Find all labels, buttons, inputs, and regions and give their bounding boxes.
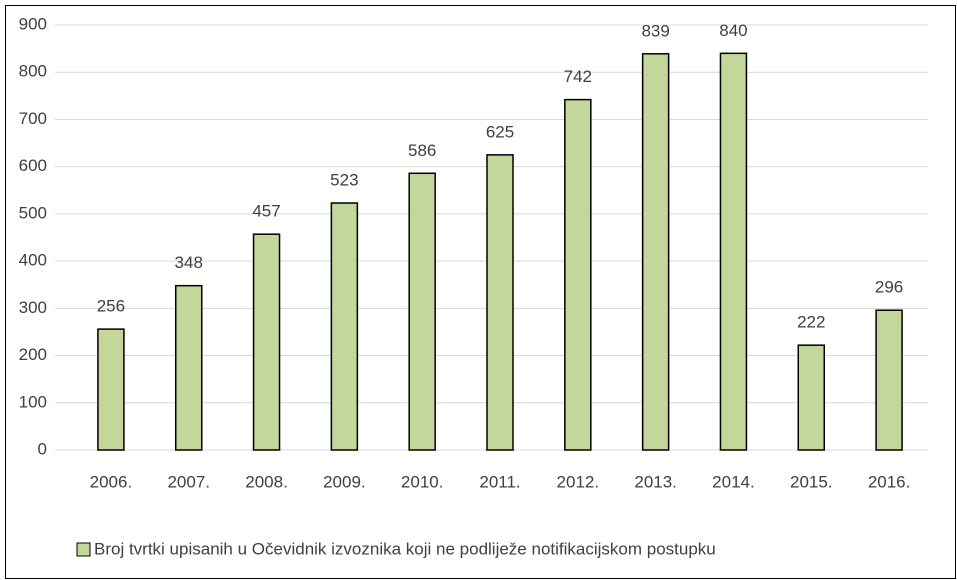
legend-label: Broj tvrtki upisanih u Očevidnik izvozni… xyxy=(94,539,716,558)
legend-swatch xyxy=(76,542,91,557)
bar xyxy=(174,284,203,451)
bar xyxy=(797,344,826,451)
y-tick-label: 600 xyxy=(19,156,47,175)
data-label: 625 xyxy=(486,122,514,141)
x-tick-label: 2007. xyxy=(167,472,210,491)
y-tick-label: 500 xyxy=(19,203,47,222)
y-tick-label: 200 xyxy=(19,345,47,364)
data-label: 586 xyxy=(408,141,436,160)
y-tick-label: 900 xyxy=(19,14,47,33)
y-tick-label: 100 xyxy=(19,392,47,411)
x-tick-label: 2011. xyxy=(479,472,520,491)
data-label: 523 xyxy=(330,171,358,190)
data-label: 839 xyxy=(641,21,669,40)
y-tick-label: 800 xyxy=(19,62,47,81)
y-tick-label: 0 xyxy=(38,439,47,458)
bar xyxy=(330,202,359,451)
x-tick-label: 2014. xyxy=(712,472,755,491)
bar xyxy=(719,52,748,451)
bar xyxy=(486,154,514,451)
x-tick-label: 2015. xyxy=(790,472,833,491)
x-tick-label: 2006. xyxy=(90,472,133,491)
data-label: 256 xyxy=(97,297,125,316)
x-tick-label: 2009. xyxy=(323,472,366,491)
y-tick-label: 700 xyxy=(19,109,47,128)
y-tick-label: 300 xyxy=(19,298,47,317)
bar xyxy=(564,98,592,451)
bar xyxy=(875,309,903,451)
data-label: 348 xyxy=(175,253,203,272)
y-tick-label: 400 xyxy=(19,251,47,270)
data-label: 742 xyxy=(564,67,592,86)
data-label: 457 xyxy=(252,202,280,221)
bar xyxy=(408,172,436,451)
bar xyxy=(641,53,670,451)
bar xyxy=(252,233,281,451)
x-tick-label: 2012. xyxy=(557,472,600,491)
x-tick-label: 2008. xyxy=(245,472,288,491)
x-tick-label: 2013. xyxy=(634,472,677,491)
data-label: 840 xyxy=(719,21,747,40)
x-tick-label: 2010. xyxy=(401,472,444,491)
chart-frame xyxy=(5,5,956,579)
x-tick-label: 2016. xyxy=(868,472,911,491)
data-label: 296 xyxy=(875,278,903,297)
data-label: 222 xyxy=(797,313,825,332)
bar xyxy=(97,328,125,451)
